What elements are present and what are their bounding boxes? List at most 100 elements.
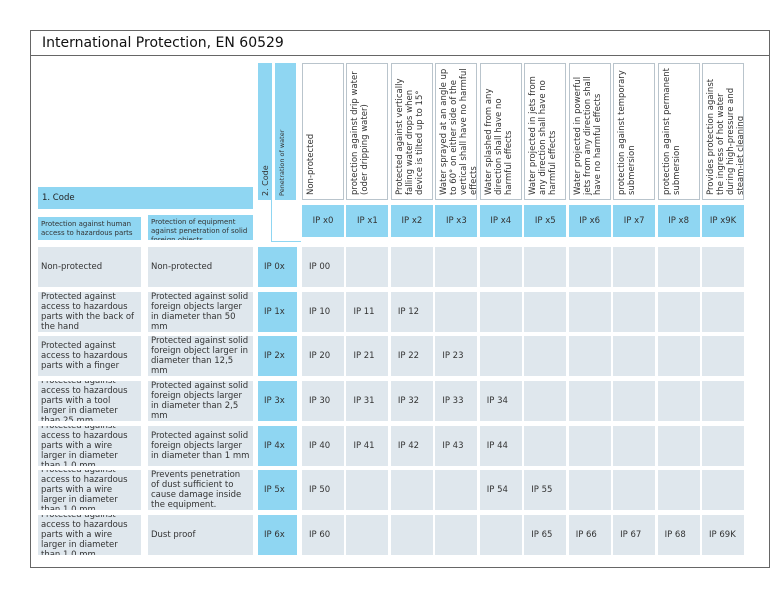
human-cell: Non-protected [38,247,141,287]
column-code: IP x9K [702,205,745,237]
ip-cell [702,470,745,511]
ip-cell [613,380,656,421]
ip-cell [479,514,522,555]
ip-cell [568,247,611,287]
ip-cell [524,425,567,466]
ip-cell: IP 31 [346,380,389,421]
water-heading: Penetration of water [275,63,296,200]
ip-cell [568,425,611,466]
ip-cell [613,336,656,377]
ip-cell: IP 60 [302,514,344,555]
ip-cell: IP 65 [524,514,567,555]
ip-cell [568,336,611,377]
ip-cell [613,470,656,511]
ip-cell [568,291,611,332]
ip-cell: IP 32 [390,380,433,421]
equipment-heading: Protection of equipment against penetrat… [148,215,253,240]
ip-cell [702,336,745,377]
ip-cell [479,336,522,377]
ip-cell [702,247,745,287]
ip-cell [390,514,433,555]
ip-cell [702,291,745,332]
row-code: IP 0x [258,247,297,287]
ip-cell: IP 40 [302,425,344,466]
column-header: Water splashed from any direction shall … [479,63,522,200]
ip-cell [524,380,567,421]
ip-cell [657,380,700,421]
equipment-cell: Non-protected [148,247,253,287]
column-header: Water projected in jets from any directi… [524,63,567,200]
column-code: IP x4 [479,205,522,237]
ip-cell [390,247,433,287]
column-header: protection against permanent submersion [657,63,700,200]
ip-cell: IP 00 [302,247,344,287]
ip-cell: IP 34 [479,380,522,421]
ip-cell [435,470,478,511]
ip-cell [568,380,611,421]
frame [30,30,770,568]
ip-cell [702,425,745,466]
ip-cell: IP 21 [346,336,389,377]
column-code: IP x7 [613,205,656,237]
ip-cell [613,425,656,466]
column-code: IP x5 [524,205,567,237]
column-header: Protected against vertically falling wat… [390,63,433,200]
ip-cell: IP 23 [435,336,478,377]
ip-cell: IP 11 [346,291,389,332]
row-code: IP 4x [258,425,297,466]
column-code: IP x3 [435,205,478,237]
ip-cell [435,291,478,332]
ip-cell [657,470,700,511]
equipment-cell: Protected against solid foreign object l… [148,336,253,377]
ip-cell: IP 43 [435,425,478,466]
ip-cell: IP 33 [435,380,478,421]
ip-cell [657,425,700,466]
ip-cell: IP 69K [702,514,745,555]
human-cell: Protected against access to hazardous pa… [38,470,141,511]
column-header: Water projected in powerful jets from an… [568,63,611,200]
ip-cell [524,291,567,332]
ip-cell [346,470,389,511]
ip-cell [346,514,389,555]
equipment-cell: Prevents penetration of dust sufficient … [148,470,253,511]
ip-cell [702,380,745,421]
row-code: IP 1x [258,291,297,332]
column-code: IP x0 [302,205,344,237]
ip-cell [613,291,656,332]
connector [271,200,301,242]
ip-cell: IP 42 [390,425,433,466]
code-heading: 1. Code [38,187,253,209]
row-code: IP 6x [258,514,297,555]
human-heading: Protection against human access to hazar… [38,215,141,240]
ip-cell [657,336,700,377]
ip-cell [657,247,700,287]
ip-cell [435,247,478,287]
title: International Protection, EN 60529 [42,35,284,51]
ip-cell: IP 54 [479,470,522,511]
column-header: Water sprayed at an angle up to 60° on e… [435,63,478,200]
equipment-cell: Protected against solid foreign objects … [148,425,253,466]
ip-cell [524,247,567,287]
ip-cell: IP 50 [302,470,344,511]
ip-cell: IP 66 [568,514,611,555]
column-header: Non-protected [302,63,344,200]
ip-cell: IP 55 [524,470,567,511]
ip-cell: IP 68 [657,514,700,555]
ip-cell [524,336,567,377]
column-code: IP x2 [390,205,433,237]
title-bar [30,30,770,56]
ip-cell: IP 41 [346,425,389,466]
ip-cell: IP 67 [613,514,656,555]
human-cell: Protected against access to hazardous pa… [38,291,141,332]
column-header: protection against drip water (oder drip… [346,63,389,200]
ip-cell: IP 10 [302,291,344,332]
column-code: IP x1 [346,205,389,237]
ip-cell [613,247,656,287]
ip-cell [390,470,433,511]
ip-cell [346,247,389,287]
human-cell: Protected against access to hazardous pa… [38,425,141,466]
ip-cell [568,470,611,511]
ip-cell: IP 22 [390,336,433,377]
equipment-cell: Protected against solid foreign objects … [148,291,253,332]
